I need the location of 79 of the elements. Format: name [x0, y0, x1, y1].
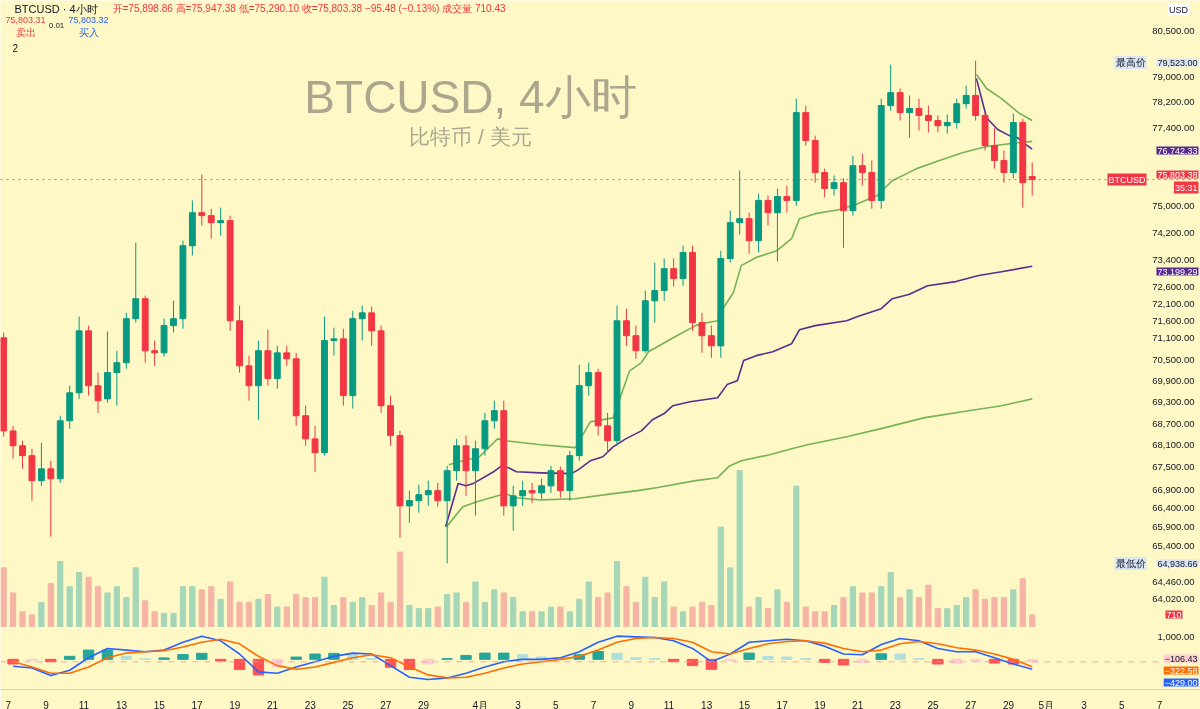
y-tick-label: 72,100.00: [1152, 297, 1195, 309]
annotation: 76,742.33: [1157, 145, 1198, 156]
y-tick-label: 69,300.00: [1152, 396, 1195, 408]
y-tick-label: 80,500.00: [1152, 24, 1195, 36]
y-tick-label: 69,900.00: [1152, 374, 1195, 386]
x-tick-label: 27: [380, 699, 392, 709]
annotation: −106.43: [1164, 653, 1198, 664]
annotation: 35:31: [1174, 182, 1198, 193]
annotation: 2: [12, 42, 19, 54]
x-tick-label: 11: [78, 699, 90, 709]
y-tick-label: 71,100.00: [1152, 332, 1195, 344]
chart-subtitle: 开=75,898.86 高=75,947.38 低=75,290.10 收=75,803.38 −95.48 (−0.13%) 成交量 710.43: [112, 3, 506, 14]
x-tick-label: 13: [701, 699, 713, 709]
annotation: 79,523.00: [1157, 57, 1198, 68]
annotation: 75,803.32: [68, 14, 109, 25]
x-tick-label: 21: [267, 699, 279, 709]
annotation: 卖出: [15, 27, 36, 38]
x-tick-label: 5: [552, 699, 559, 709]
annotation: BTCUSD, 4小时: [304, 70, 637, 123]
x-tick-label: 19: [814, 699, 826, 709]
x-tick-label: 3: [1081, 699, 1088, 709]
y-tick-label: 79,000.00: [1152, 71, 1195, 83]
y-tick-label: 77,400.00: [1152, 121, 1195, 133]
y-tick-label: 68,700.00: [1152, 417, 1195, 429]
x-tick-label: 7: [1156, 699, 1163, 709]
y-tick-label: 73,400.00: [1152, 253, 1195, 265]
x-tick-label: 5月: [1038, 699, 1055, 709]
y-tick-label: 67,500.00: [1152, 461, 1195, 473]
x-tick-label: 29: [418, 699, 430, 709]
x-tick-label: 7: [5, 699, 12, 709]
annotation: 75,803.31: [5, 14, 46, 25]
x-tick-label: 17: [776, 699, 789, 709]
x-tick-label: 21: [852, 699, 864, 709]
x-tick-label: 29: [1003, 699, 1015, 709]
y-tick-label: 66,900.00: [1152, 483, 1195, 495]
x-tick-label: 15: [153, 699, 166, 709]
x-tick-label: 7: [590, 699, 597, 709]
chart-title: BTCUSD · 4小时: [14, 2, 98, 15]
y-tick-label: 64,460.00: [1152, 575, 1195, 587]
x-tick-label: 17: [191, 699, 204, 709]
ref-line-label: BTCUSD: [1108, 174, 1146, 185]
annotation: 73,199.29: [1157, 266, 1198, 277]
x-tick-label: 27: [965, 699, 977, 709]
x-tick-label: 9: [628, 699, 635, 709]
x-tick-label: 13: [116, 699, 128, 709]
annotation: 买入: [78, 27, 99, 38]
annotation: 比特币 / 美元: [409, 125, 532, 148]
x-tick-label: 9: [43, 699, 50, 709]
y-tick-label: 68,100.00: [1152, 439, 1195, 451]
y-axis-title: USD: [1169, 4, 1189, 15]
y-tick-label: 72,600.00: [1152, 280, 1195, 292]
x-tick-label: 5: [1119, 699, 1126, 709]
annotation: −322.58: [1164, 665, 1198, 676]
x-tick-label: 23: [304, 699, 317, 709]
x-tick-label: 25: [927, 699, 940, 709]
x-tick-label: 19: [229, 699, 241, 709]
y-tick-label: 71,600.00: [1152, 315, 1195, 327]
annotation: 710: [1166, 609, 1182, 620]
y-tick-label: 78,200.00: [1152, 96, 1195, 108]
annotation: 64,938.66: [1157, 558, 1198, 569]
annotation: 最低价: [1115, 558, 1146, 569]
x-tick-label: 15: [738, 699, 751, 709]
annotation: 最高价: [1115, 57, 1146, 68]
y-tick-label: 70,500.00: [1152, 353, 1195, 365]
annotation: 75,803.38: [1157, 169, 1198, 180]
y-tick-label: 66,400.00: [1152, 502, 1195, 514]
annotation: 1,000.00: [1157, 630, 1195, 642]
x-tick-label: 23: [889, 699, 902, 709]
x-tick-label: 11: [663, 699, 675, 709]
y-tick-label: 75,000.00: [1152, 200, 1195, 212]
annotation: 0.01: [48, 21, 65, 30]
x-tick-label: 25: [342, 699, 355, 709]
annotation: −429.00: [1164, 677, 1198, 688]
y-tick-label: 65,400.00: [1152, 539, 1195, 551]
x-tick-label: 3: [515, 699, 522, 709]
y-tick-label: 74,200.00: [1152, 226, 1195, 238]
x-tick-label: 4月: [472, 699, 488, 709]
y-tick-label: 64,020.00: [1152, 592, 1195, 604]
y-tick-label: 65,900.00: [1152, 520, 1195, 532]
